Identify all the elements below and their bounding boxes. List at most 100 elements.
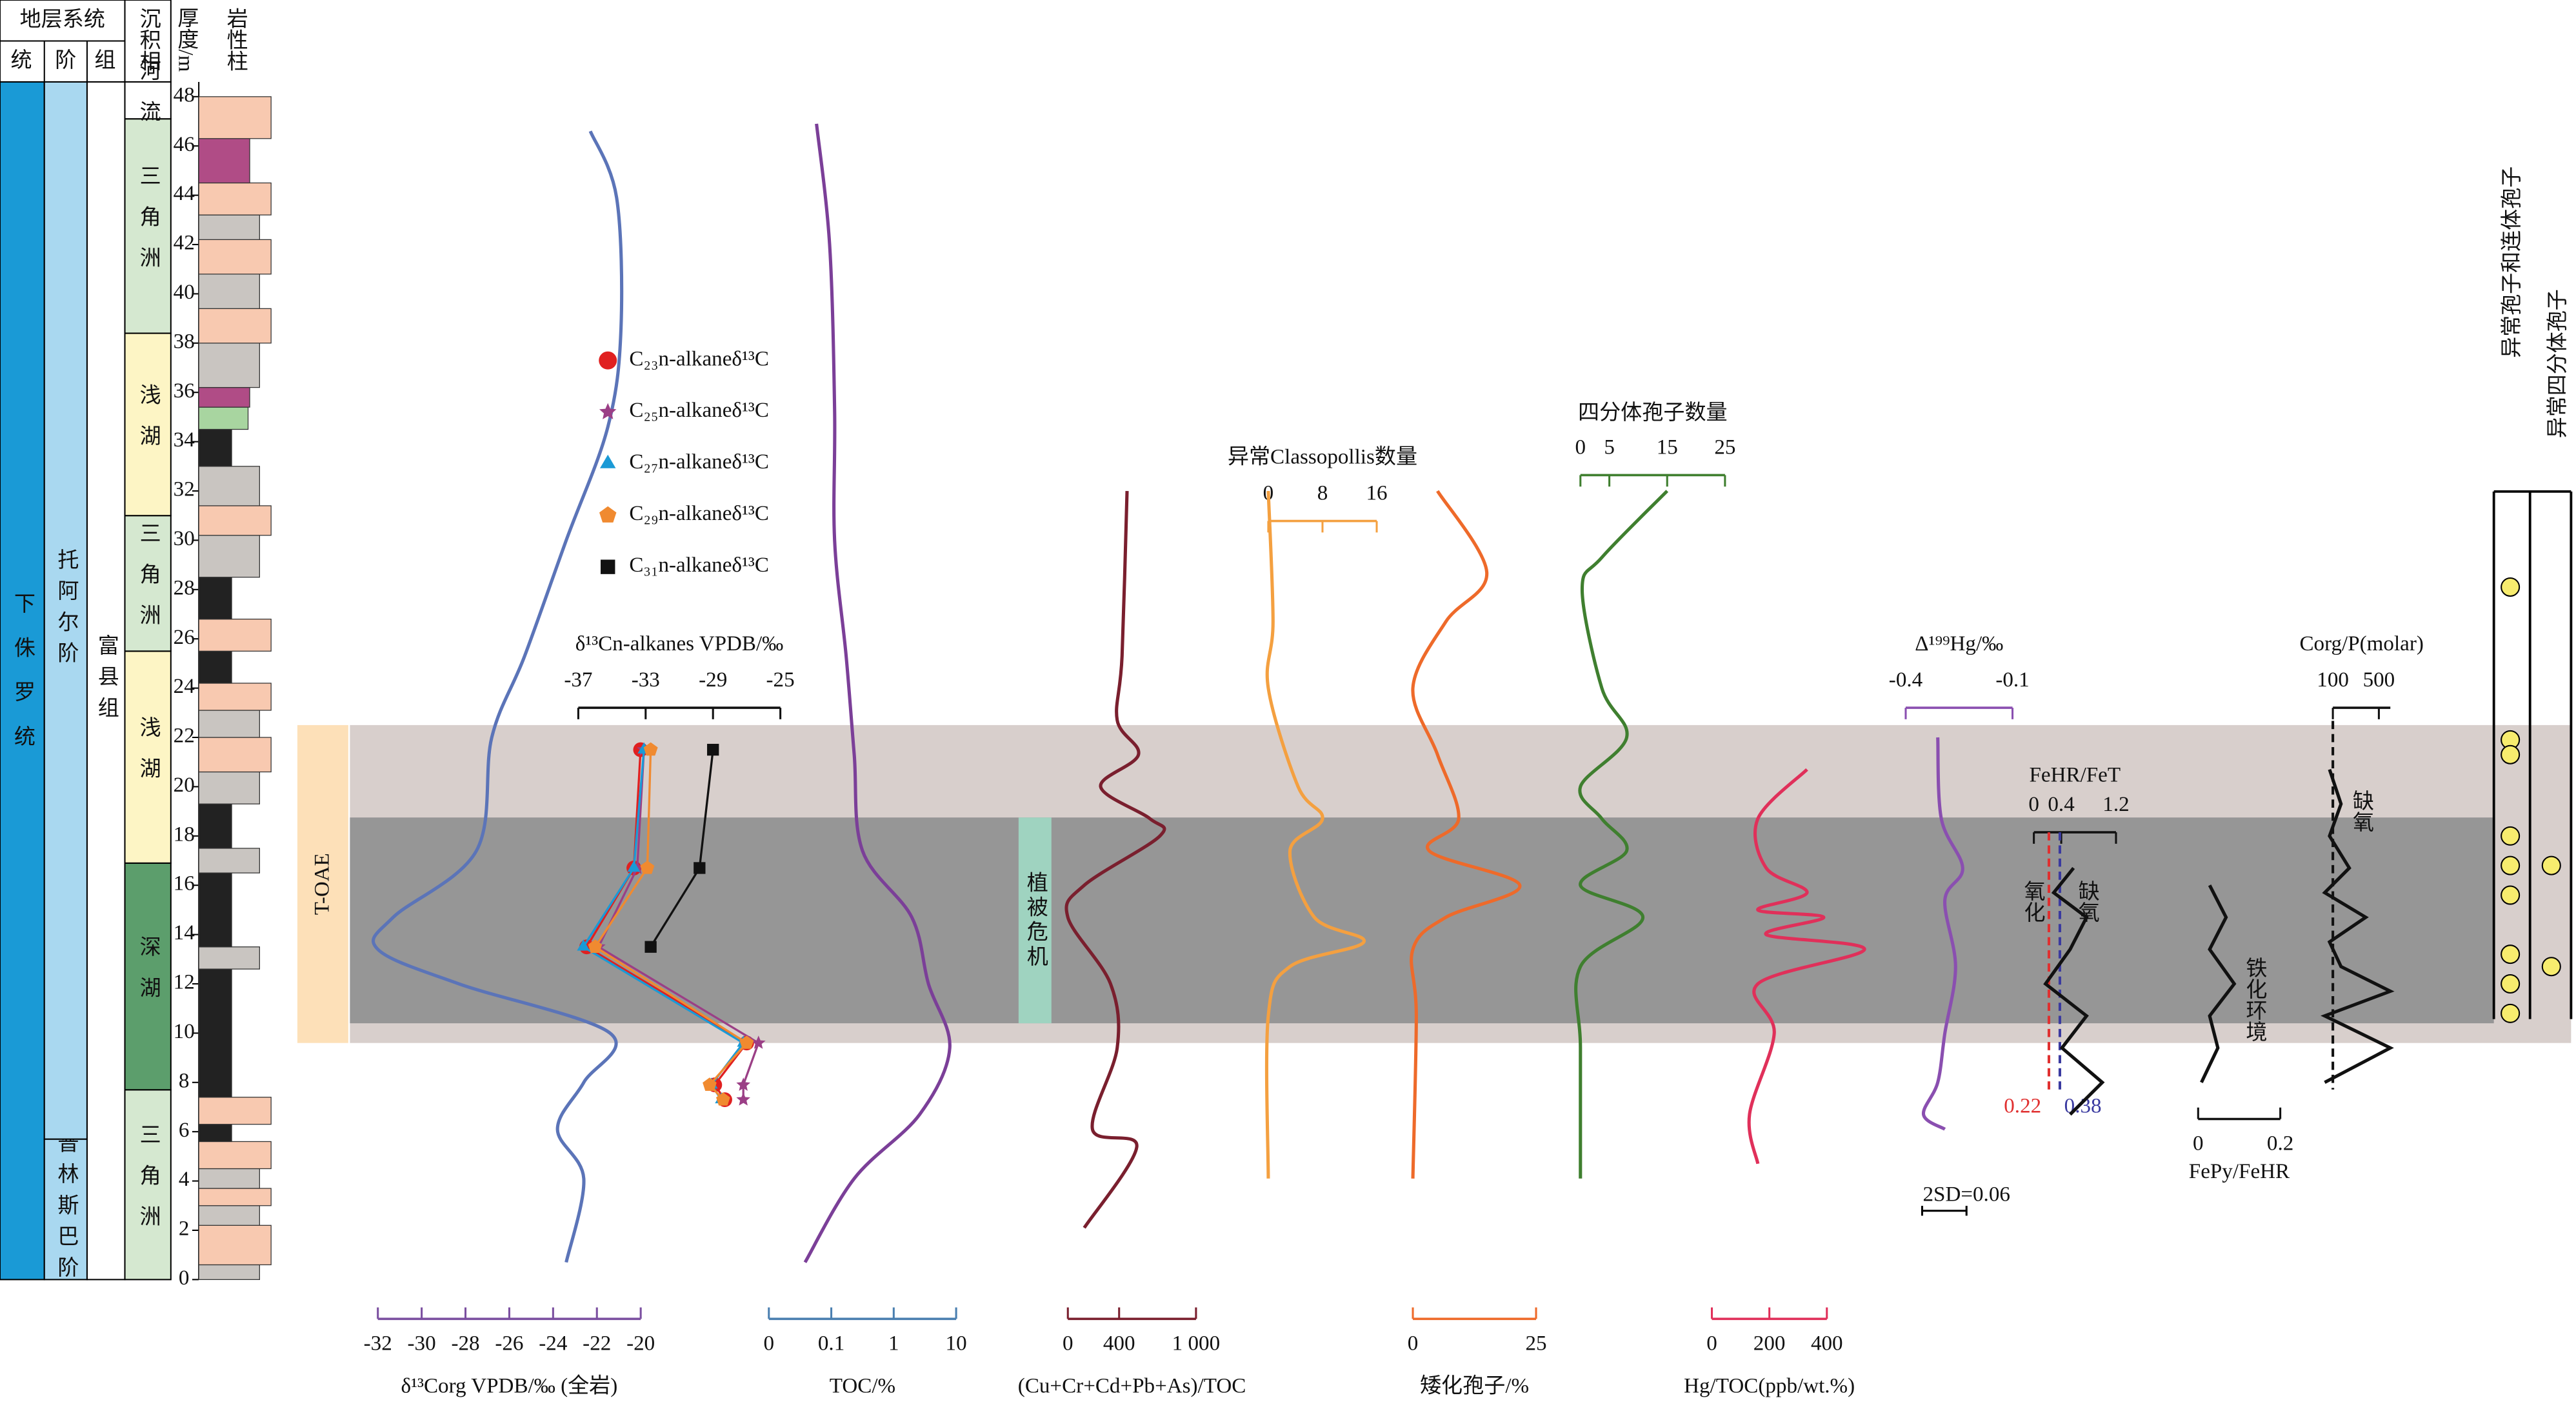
lithology-layer xyxy=(198,1141,272,1170)
lithology-layer xyxy=(198,138,250,184)
data-line xyxy=(2200,884,2237,1083)
lithology-layer xyxy=(198,1264,260,1281)
axis-tick-label: 0.1 xyxy=(818,1332,844,1355)
lithology-layer xyxy=(198,1168,260,1189)
legend-marker xyxy=(599,506,617,523)
threshold-label: 0.22 xyxy=(2004,1094,2041,1117)
data-line xyxy=(1747,768,1866,1164)
axis-title: FePy/FeHR xyxy=(2189,1160,2290,1183)
lithology-layer xyxy=(198,308,272,344)
axis-tick-label: -28 xyxy=(451,1332,479,1355)
data-line xyxy=(1264,490,1366,1179)
strat-block xyxy=(86,81,126,1281)
lithology-layer xyxy=(198,771,260,804)
lithology-layer xyxy=(198,1124,232,1143)
depth-tick-label: 38 xyxy=(174,330,195,353)
axis-title: Corg/P(molar) xyxy=(2299,632,2423,655)
data-point xyxy=(751,1035,766,1049)
strat-label: 富县组 xyxy=(94,634,119,728)
legend-label: C₃₁n-alkaneδ¹³C xyxy=(629,554,769,577)
axis-tick-label: 0 xyxy=(1575,435,1586,459)
axis-tick-label: 1.2 xyxy=(2102,793,2129,816)
data-point xyxy=(588,939,603,953)
toae-label-box xyxy=(297,724,348,1043)
lithology-layer xyxy=(198,214,260,241)
data-line xyxy=(1574,490,1669,1179)
depth-tick-label: 26 xyxy=(174,626,195,649)
crisis-zone xyxy=(350,817,2494,1024)
data-line xyxy=(2321,768,2395,1084)
strat-label: 托阿尔阶 xyxy=(54,548,79,673)
axis-tick-label: -25 xyxy=(766,668,795,692)
axis-tick-label: 0 xyxy=(1408,1332,1419,1355)
data-point xyxy=(703,1077,717,1091)
depth-tick-label: 16 xyxy=(174,872,195,895)
axis-title: 四分体孢子数量 xyxy=(1578,401,1728,425)
strat-block xyxy=(124,862,172,1091)
axis-tick-label: 25 xyxy=(1525,1332,1546,1355)
axis-tick-label: 0.4 xyxy=(2048,793,2074,816)
data-line xyxy=(1922,737,1964,1131)
data-line xyxy=(372,130,624,1263)
strat-label: 深湖 xyxy=(136,935,161,1017)
legend-label: C₂₉n-alkaneδ¹³C xyxy=(629,502,769,525)
lithology-layer xyxy=(198,1205,260,1226)
depth-tick-label: 10 xyxy=(174,1020,195,1043)
axis-title: 矮化孢子/% xyxy=(1420,1374,1529,1398)
spore-column-label: 异常孢子和连体孢子 xyxy=(2500,166,2524,358)
lithology-layer xyxy=(198,650,232,684)
axis-tick-label: -37 xyxy=(564,668,592,692)
axis-tick-label: -32 xyxy=(364,1332,392,1355)
annotation: 2SD=0.06 xyxy=(1923,1183,2010,1206)
toae-label: T-OAE xyxy=(310,853,334,915)
axis-tick-label: -0.4 xyxy=(1889,668,1922,692)
lithology-layer xyxy=(198,406,249,430)
strat-block xyxy=(43,1138,88,1281)
axis-tick-label: 100 xyxy=(2317,668,2349,692)
annotation: 铁化环境 xyxy=(2242,957,2267,1042)
lithology-layer xyxy=(198,1224,272,1266)
legend-label: C₂₇n-alkaneδ¹³C xyxy=(629,450,769,474)
annotation: 缺氧 xyxy=(2349,790,2374,832)
axis-title: Hg/TOC(ppb/wt.%) xyxy=(1684,1375,1855,1398)
axis-tick-label: 1 xyxy=(888,1332,899,1355)
axis-title: δ¹³Corg VPDB/‰ (全岩) xyxy=(401,1374,618,1398)
header-facies: 沉积相 xyxy=(136,7,161,71)
header-box xyxy=(124,0,172,83)
depth-tick-label: 28 xyxy=(174,576,195,599)
axis-tick-label: -0.1 xyxy=(1995,668,2029,692)
axis-tick-label: 400 xyxy=(1103,1332,1135,1355)
header-thickness: 厚度/m xyxy=(174,7,199,72)
annotation: 缺氧 xyxy=(2075,880,2100,923)
axis-title: δ¹³Cn-alkanes VPDB/‰ xyxy=(575,632,784,655)
depth-tick-label: 46 xyxy=(174,133,195,156)
legend-label: C₂₃n-alkaneδ¹³C xyxy=(629,347,769,370)
depth-tick-label: 22 xyxy=(174,724,195,748)
axis-tick-label: 16 xyxy=(1366,482,1387,505)
depth-tick-label: 32 xyxy=(174,478,195,501)
axis-title: 异常Classopollis数量 xyxy=(1228,445,1417,469)
axis-tick-label: 200 xyxy=(1753,1332,1786,1355)
data-point xyxy=(640,861,655,874)
depth-tick-label: 42 xyxy=(174,232,195,255)
depth-tick-label: 40 xyxy=(174,281,195,304)
spore-occurrence xyxy=(2501,744,2521,764)
depth-tick-label: 30 xyxy=(174,527,195,550)
axis-title: TOC/% xyxy=(830,1375,895,1398)
axis-tick-label: 5 xyxy=(1604,435,1615,459)
axis-tick-label: 0 xyxy=(1063,1332,1073,1355)
axis-title: (Cu+Cr+Cd+Pb+As)/TOC xyxy=(1018,1375,1246,1398)
annotation: 氧化 xyxy=(2021,880,2046,923)
scale-bar xyxy=(1921,1206,1968,1216)
data-line xyxy=(1064,490,1166,1229)
axis-tick-label: -29 xyxy=(699,668,727,692)
lithology-layer xyxy=(198,872,232,948)
lithology-layer xyxy=(198,946,260,970)
header-lithology: 岩性柱 xyxy=(223,7,248,71)
depth-tick-label: 12 xyxy=(174,971,195,994)
strat-label: 浅湖 xyxy=(136,383,161,465)
data-line xyxy=(2043,866,2105,1116)
data-point xyxy=(577,939,590,951)
axis-tick-label: 0 xyxy=(2028,793,2039,816)
